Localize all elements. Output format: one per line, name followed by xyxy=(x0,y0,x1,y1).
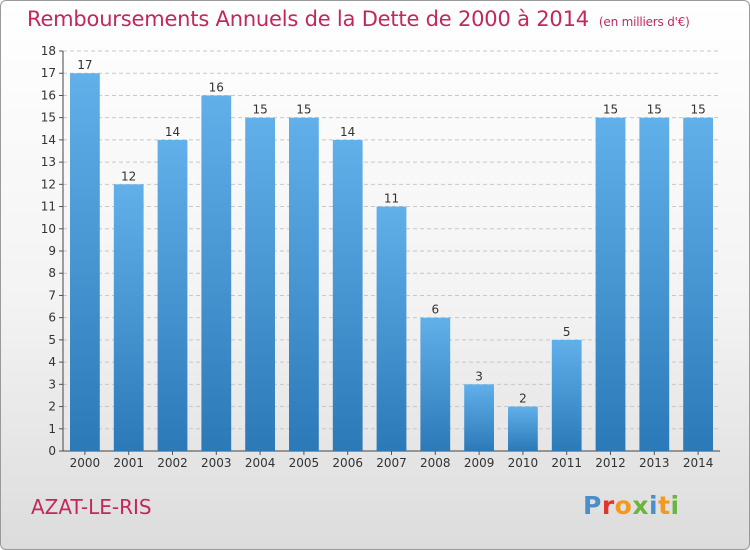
bar-2007 xyxy=(376,206,407,451)
x-tick-label: 2014 xyxy=(683,456,714,470)
y-tick-label: 4 xyxy=(48,355,56,369)
logo-letter: P xyxy=(583,491,602,520)
y-tick-label: 9 xyxy=(48,244,56,258)
commune-name: AZAT-LE-RIS xyxy=(31,495,152,519)
bar-value-label: 11 xyxy=(384,192,399,206)
bar-value-label: 12 xyxy=(121,169,136,183)
bar-2009 xyxy=(464,384,494,451)
x-tick-label: 2001 xyxy=(113,456,144,470)
bar-value-label: 15 xyxy=(296,103,311,117)
x-tick-label: 2003 xyxy=(201,456,232,470)
logo-letter: o xyxy=(614,491,633,520)
bar-2001 xyxy=(113,184,144,452)
bar-value-label: 14 xyxy=(340,125,355,139)
y-tick-label: 14 xyxy=(41,133,56,147)
y-tick-label: 8 xyxy=(48,266,56,280)
bar-2008 xyxy=(420,317,451,451)
y-tick-label: 16 xyxy=(41,88,56,102)
x-tick-label: 2006 xyxy=(332,456,363,470)
bar-value-label: 15 xyxy=(647,103,662,117)
x-tick-label: 2004 xyxy=(245,456,276,470)
y-tick-label: 18 xyxy=(41,44,56,58)
x-tick-label: 2011 xyxy=(551,456,582,470)
bar-2006 xyxy=(332,139,363,451)
y-tick-label: 11 xyxy=(41,200,56,214)
logo-letter: i xyxy=(649,491,659,520)
x-tick-label: 2007 xyxy=(376,456,407,470)
bar-2004 xyxy=(245,117,275,452)
logo-letter: r xyxy=(601,491,615,520)
y-tick-label: 1 xyxy=(48,422,56,436)
bar-value-label: 15 xyxy=(603,103,618,117)
y-tick-label: 12 xyxy=(41,177,56,191)
y-tick-label: 3 xyxy=(48,377,56,391)
bar-value-label: 6 xyxy=(431,303,439,317)
y-tick-label: 2 xyxy=(48,400,56,414)
x-tick-label: 2002 xyxy=(157,456,188,470)
bar-2005 xyxy=(289,117,319,452)
chart-title-text: Remboursements Annuels de la Dette de 20… xyxy=(27,7,589,31)
y-tick-label: 17 xyxy=(41,66,56,80)
logo-letter: i xyxy=(670,491,680,520)
bar-2011 xyxy=(551,339,582,451)
bar-value-label: 14 xyxy=(165,125,180,139)
bar-2010 xyxy=(508,406,538,451)
x-tick-label: 2012 xyxy=(595,456,626,470)
y-tick-label: 10 xyxy=(41,222,56,236)
x-tick-label: 2005 xyxy=(289,456,320,470)
bar-2014 xyxy=(683,117,713,452)
bar-value-label: 3 xyxy=(475,369,483,383)
bar-2003 xyxy=(201,95,232,451)
x-tick-label: 2009 xyxy=(464,456,495,470)
x-tick-label: 2000 xyxy=(70,456,101,470)
y-tick-label: 7 xyxy=(48,288,56,302)
bar-value-label: 15 xyxy=(690,103,705,117)
bar-value-label: 17 xyxy=(77,58,92,72)
y-tick-label: 6 xyxy=(48,311,56,325)
bar-value-label: 2 xyxy=(519,392,527,406)
x-tick-label: 2010 xyxy=(508,456,539,470)
bar-value-label: 16 xyxy=(209,80,224,94)
bar-2002 xyxy=(157,139,188,451)
bar-2000 xyxy=(70,73,100,451)
bar-2012 xyxy=(595,117,626,452)
unit-note: (en milliers d'€) xyxy=(598,15,690,29)
x-tick-label: 2008 xyxy=(420,456,451,470)
y-tick-label: 13 xyxy=(41,155,56,169)
logo-letter: x xyxy=(632,491,649,520)
bar-value-label: 15 xyxy=(252,103,267,117)
proxiti-logo: Proxiti xyxy=(583,491,680,520)
y-tick-label: 5 xyxy=(48,333,56,347)
chart-title: Remboursements Annuels de la Dette de 20… xyxy=(27,7,690,31)
bar-2013 xyxy=(639,117,670,452)
y-tick-label: 0 xyxy=(48,444,56,458)
y-tick-label: 15 xyxy=(41,111,56,125)
logo-letter: t xyxy=(658,491,671,520)
x-tick-label: 2013 xyxy=(639,456,670,470)
bar-value-label: 5 xyxy=(563,325,571,339)
